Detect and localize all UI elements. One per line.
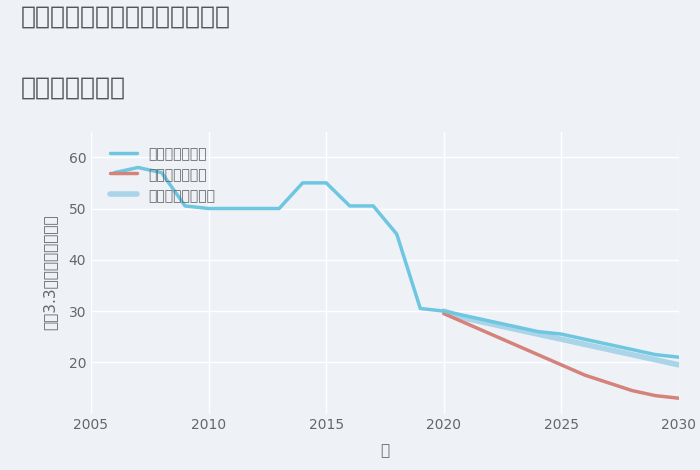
グッドシナリオ (275, 206, 284, 212)
バッドシナリオ (604, 380, 612, 386)
バッドシナリオ (651, 393, 659, 399)
グッドシナリオ (510, 324, 519, 329)
グッドシナリオ (486, 319, 495, 324)
グッドシナリオ (298, 180, 307, 186)
ノーマルシナリオ (440, 308, 448, 314)
グッドシナリオ (440, 308, 448, 314)
ノーマルシナリオ (557, 337, 566, 342)
グッドシナリオ (675, 354, 683, 360)
Line: グッドシナリオ: グッドシナリオ (115, 167, 679, 357)
グッドシナリオ (628, 347, 636, 352)
グッドシナリオ (228, 206, 237, 212)
ノーマルシナリオ (651, 357, 659, 362)
ノーマルシナリオ (486, 321, 495, 327)
ノーマルシナリオ (463, 316, 472, 321)
ノーマルシナリオ (510, 326, 519, 332)
X-axis label: 年: 年 (380, 444, 390, 459)
グッドシナリオ (557, 331, 566, 337)
バッドシナリオ (440, 311, 448, 316)
グッドシナリオ (181, 203, 189, 209)
バッドシナリオ (463, 321, 472, 327)
バッドシナリオ (581, 372, 589, 378)
グッドシナリオ (581, 337, 589, 342)
バッドシナリオ (675, 395, 683, 401)
グッドシナリオ (346, 203, 354, 209)
ノーマルシナリオ (604, 347, 612, 352)
グッドシナリオ (111, 170, 119, 175)
バッドシナリオ (557, 362, 566, 368)
グッドシナリオ (604, 342, 612, 347)
グッドシナリオ (533, 329, 542, 334)
ノーマルシナリオ (581, 342, 589, 347)
グッドシナリオ (393, 231, 401, 237)
Line: バッドシナリオ: バッドシナリオ (444, 313, 679, 398)
バッドシナリオ (628, 388, 636, 393)
Text: 埼玉県入間郡毛呂山町目白台の: 埼玉県入間郡毛呂山町目白台の (21, 5, 231, 29)
グッドシナリオ (158, 170, 166, 175)
Text: 土地の価格推移: 土地の価格推移 (21, 75, 126, 99)
バッドシナリオ (533, 352, 542, 358)
グッドシナリオ (322, 180, 330, 186)
ノーマルシナリオ (533, 331, 542, 337)
ノーマルシナリオ (675, 362, 683, 368)
グッドシナリオ (416, 306, 424, 311)
バッドシナリオ (510, 342, 519, 347)
グッドシナリオ (651, 352, 659, 358)
バッドシナリオ (486, 331, 495, 337)
グッドシナリオ (463, 313, 472, 319)
グッドシナリオ (251, 206, 260, 212)
グッドシナリオ (204, 206, 213, 212)
Line: ノーマルシナリオ: ノーマルシナリオ (444, 311, 679, 365)
ノーマルシナリオ (628, 352, 636, 358)
グッドシナリオ (134, 164, 142, 170)
Legend: グッドシナリオ, バッドシナリオ, ノーマルシナリオ: グッドシナリオ, バッドシナリオ, ノーマルシナリオ (110, 147, 216, 203)
Y-axis label: 坪（3.3㎡）単価（万円）: 坪（3.3㎡）単価（万円） (43, 215, 57, 330)
グッドシナリオ (369, 203, 377, 209)
